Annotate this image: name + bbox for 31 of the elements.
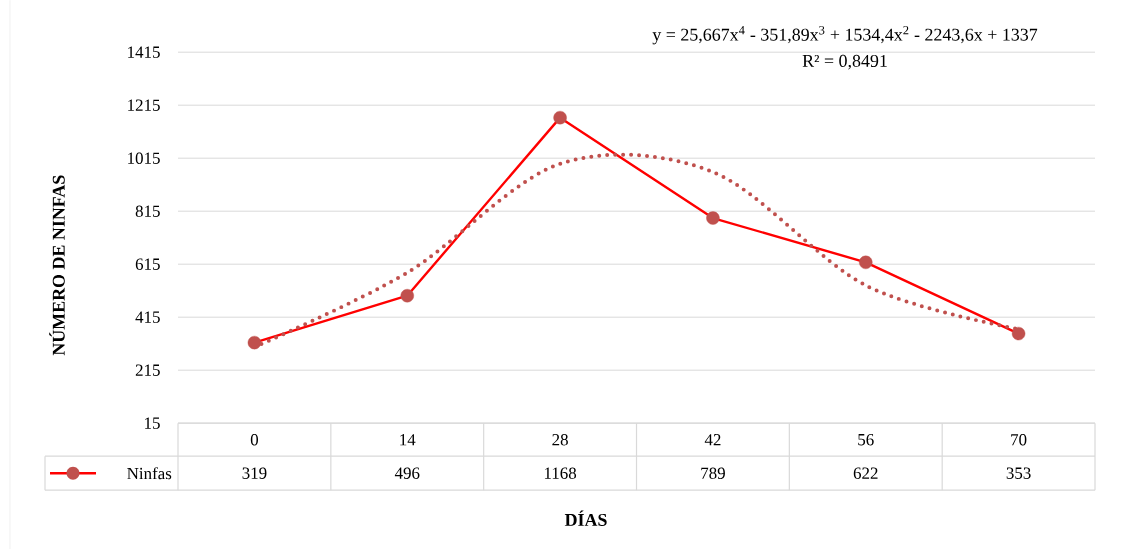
- y-tick-label: 1015: [128, 152, 160, 164]
- y-tick-label: 1215: [128, 99, 160, 111]
- data-label: 1168: [544, 467, 577, 479]
- y-tick-label: 615: [135, 258, 160, 270]
- point: [553, 110, 567, 125]
- y-tick-label: 215: [135, 364, 160, 376]
- x-tick-label: 28: [552, 433, 568, 446]
- y-tick-label: 415: [135, 311, 160, 323]
- point: [400, 288, 414, 303]
- x-tick-label: 70: [1011, 433, 1027, 446]
- x-axis-title: DÍAS: [564, 510, 607, 526]
- data-label: 353: [1006, 467, 1031, 479]
- point: [1011, 326, 1026, 341]
- y-tick-label: 1415: [128, 46, 160, 58]
- point: [859, 255, 873, 269]
- point: [247, 335, 262, 350]
- x-tick-label: 14: [400, 433, 416, 446]
- point: [706, 211, 720, 225]
- y-tick-label: 15: [145, 417, 160, 429]
- data-label: 496: [394, 467, 420, 479]
- x-tick-label: 56: [858, 433, 874, 446]
- y-tick-label: 815: [135, 205, 160, 217]
- x-tick-label: 42: [704, 433, 721, 446]
- annotation: R² = 0,8491: [802, 54, 887, 70]
- x-tick-label: 0: [250, 433, 259, 446]
- data-label: 319: [242, 467, 267, 479]
- data-label: 789: [701, 467, 725, 479]
- text: y = 25,667x$^{4}$ - 351,89x$^{3}$ + 1534,4x$^{2}$ - 2243,6x + 1337: [652, 25, 1038, 45]
- data-label: 622: [853, 467, 878, 479]
- y-axis-title: NÚMERO DE NINFAS: [49, 175, 65, 356]
- legend-label: Ninfas: [127, 466, 172, 480]
